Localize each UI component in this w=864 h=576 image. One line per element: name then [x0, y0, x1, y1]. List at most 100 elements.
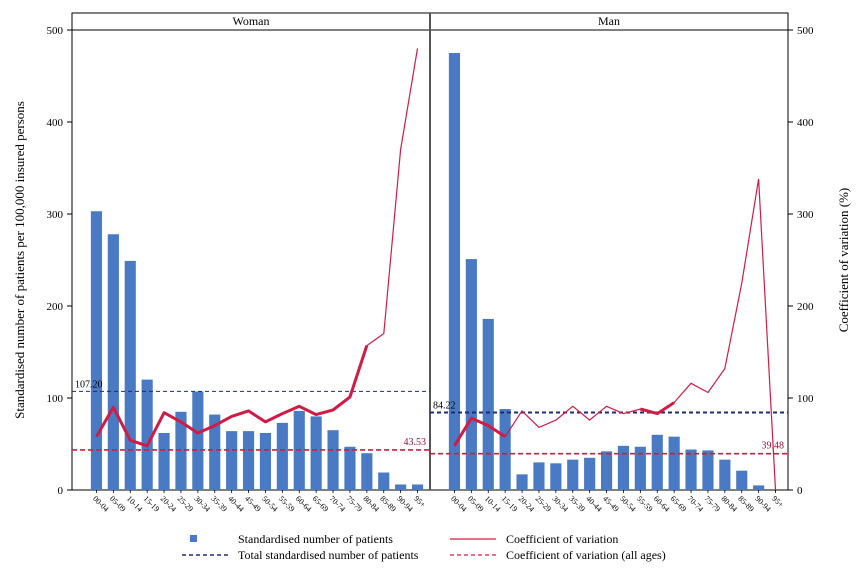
bar: [242, 431, 255, 490]
y-tick-label-left: 500: [47, 25, 64, 37]
bar: [124, 260, 136, 490]
bar: [584, 457, 596, 490]
x-tick-label: 60-64: [652, 494, 672, 514]
cv-line-bold: [95, 345, 369, 448]
x-tick-label: 70-74: [686, 494, 706, 514]
bar: [344, 446, 356, 490]
x-tick-label: 00-04: [449, 494, 469, 514]
cv-all-label: 43.53: [404, 437, 427, 448]
y-tick-label-right: 500: [797, 25, 814, 37]
bar: [634, 446, 646, 490]
x-tick-label: 20-24: [517, 494, 537, 514]
y-tick-label-right: 300: [797, 209, 814, 221]
x-tick-label: 50-54: [618, 494, 638, 514]
bar: [310, 416, 322, 490]
bar: [226, 431, 238, 490]
y-tick-label-right: 400: [797, 117, 814, 129]
total-label: 107.20: [75, 379, 103, 390]
bar: [158, 432, 170, 490]
x-tick-label: 15-19: [500, 494, 520, 514]
bar: [482, 318, 494, 490]
legend-bar-label: Standardised number of patients: [238, 532, 393, 546]
x-tick-label: 85-89: [378, 494, 398, 514]
x-tick-label: 05-09: [466, 494, 486, 514]
y-tick-label-right: 0: [797, 485, 803, 497]
plot-frame: Woman Man: [71, 12, 789, 491]
y-tick-label-right: 100: [797, 393, 814, 405]
bar: [448, 53, 461, 490]
x-tick-label: 30-34: [550, 494, 570, 514]
bar: [617, 445, 630, 490]
cv-lines: [95, 48, 777, 491]
axes: 00-0405-0910-1415-1920-2425-2930-3435-39…: [12, 25, 851, 514]
x-tick-label: 90-94: [753, 494, 773, 514]
x-tick-label: 55-59: [635, 494, 655, 514]
x-tick-label: 50-54: [260, 494, 280, 514]
bar: [651, 434, 663, 490]
bar: [516, 474, 528, 490]
bar: [465, 259, 477, 490]
x-tick-label: 45-49: [243, 494, 263, 514]
bar: [395, 484, 407, 490]
bar: [327, 430, 339, 490]
bar: [567, 459, 579, 490]
y-axis-title-right: Coefficient of variation (%): [836, 188, 851, 333]
bar: [259, 432, 272, 490]
bar: [719, 459, 731, 490]
x-tick-label: 75-79: [345, 494, 365, 514]
total-label: 84.22: [433, 401, 456, 412]
x-tick-label: 85-89: [736, 494, 756, 514]
x-tick-label: 20-24: [159, 494, 179, 514]
y-axis-title-left: Standardised number of patients per 100,…: [12, 101, 27, 419]
x-tick-label: 70-74: [328, 494, 348, 514]
bar: [209, 414, 221, 490]
panel-title: Man: [598, 14, 620, 28]
bar: [702, 450, 714, 490]
x-tick-label: 80-84: [361, 494, 381, 514]
y-tick-label-left: 300: [47, 209, 64, 221]
bar: [533, 462, 545, 490]
bar: [141, 379, 153, 490]
bars: [90, 53, 765, 491]
x-tick-label: 25-29: [534, 494, 554, 514]
x-tick-label: 65-69: [311, 494, 331, 514]
y-tick-label-left: 200: [47, 301, 64, 313]
x-tick-label: 25-29: [176, 494, 196, 514]
x-tick-label: 00-04: [91, 494, 111, 514]
bar: [361, 453, 373, 490]
bar: [600, 451, 613, 490]
y-tick-label-left: 100: [47, 393, 64, 405]
legend-cv-all-label: Coefficient of variation (all ages): [506, 548, 666, 562]
x-tick-label: 45-49: [601, 494, 621, 514]
bar: [685, 449, 697, 490]
x-tick-label: 80-84: [719, 494, 739, 514]
bar: [668, 436, 680, 490]
cv-line-bold: [453, 416, 506, 447]
x-tick-label: 65-69: [669, 494, 689, 514]
x-tick-label: 05-09: [108, 494, 128, 514]
x-tick-label: 60-64: [294, 494, 314, 514]
bar: [90, 211, 103, 491]
x-tick-label: 75-79: [703, 494, 723, 514]
x-tick-label: 15-19: [142, 494, 162, 514]
bar: [276, 422, 288, 490]
x-tick-label: 30-34: [192, 494, 212, 514]
legend-bar-swatch: [190, 535, 197, 542]
x-tick-label: 55-59: [277, 494, 297, 514]
bar: [192, 391, 204, 490]
bar: [550, 463, 562, 490]
legend-cv-label: Coefficient of variation: [506, 532, 618, 546]
y-tick-label-right: 200: [797, 301, 814, 313]
x-tick-label: 90-94: [395, 494, 415, 514]
bar: [753, 485, 765, 490]
cv-line-bold: [640, 401, 675, 416]
y-tick-label-left: 0: [58, 485, 64, 497]
bar: [499, 409, 511, 490]
bar: [378, 472, 390, 490]
bar: [175, 411, 187, 490]
bar: [736, 470, 748, 490]
panel-title: Woman: [232, 14, 269, 28]
x-tick-label: 35-39: [209, 494, 229, 514]
x-tick-label: 35-39: [567, 494, 587, 514]
